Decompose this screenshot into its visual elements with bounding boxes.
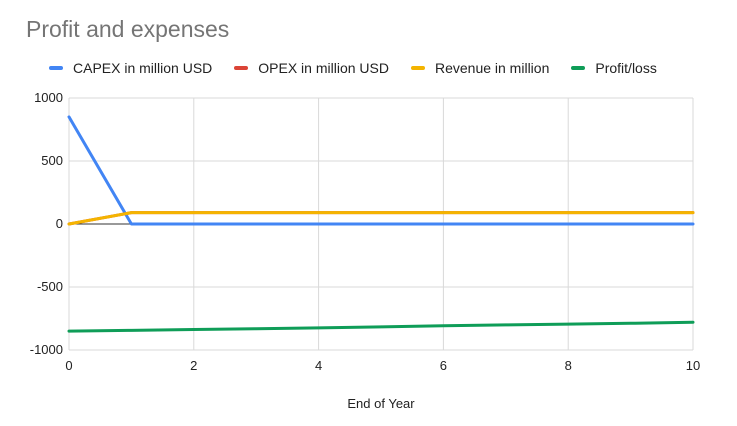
legend-item-opex[interactable]: OPEX in million USD (234, 60, 389, 76)
legend-item-profit-loss[interactable]: Profit/loss (571, 60, 657, 76)
series-lines (67, 115, 695, 333)
legend-label-profit-loss: Profit/loss (595, 60, 657, 76)
x-tick-label: 2 (190, 358, 197, 373)
chart-legend: CAPEX in million USD OPEX in million USD… (49, 58, 679, 78)
series-line-profit-loss[interactable] (67, 320, 695, 333)
series-line-capex-in-million-usd[interactable] (67, 115, 695, 226)
y-tick-label: 1000 (34, 90, 63, 105)
y-tick-label: 500 (41, 153, 63, 168)
legend-item-revenue[interactable]: Revenue in million (410, 60, 550, 76)
series-line-opex-in-million-usd[interactable] (67, 211, 695, 226)
legend-swatch-capex (49, 66, 63, 70)
series-line-revenue-in-million[interactable] (67, 211, 695, 226)
x-tick-label: 4 (315, 358, 322, 373)
y-tick-label: 0 (56, 216, 63, 231)
legend-label-opex: OPEX in million USD (258, 60, 389, 76)
legend-swatch-profit-loss (571, 66, 586, 70)
x-tick-label: 10 (686, 358, 700, 373)
x-tick-label: 8 (565, 358, 572, 373)
legend-swatch-revenue (410, 66, 425, 70)
y-tick-label: -500 (37, 279, 63, 294)
y-tick-label: -1000 (30, 342, 63, 357)
legend-label-capex: CAPEX in million USD (73, 60, 213, 76)
legend-item-capex[interactable]: CAPEX in million USD (49, 60, 212, 76)
x-tick-label: 6 (440, 358, 447, 373)
legend-label-revenue: Revenue in million (434, 60, 550, 76)
x-tick-label: 0 (65, 358, 72, 373)
legend-swatch-opex (234, 66, 249, 70)
x-axis-title: End of Year (347, 396, 415, 411)
chart-title: Profit and expenses (26, 16, 230, 42)
